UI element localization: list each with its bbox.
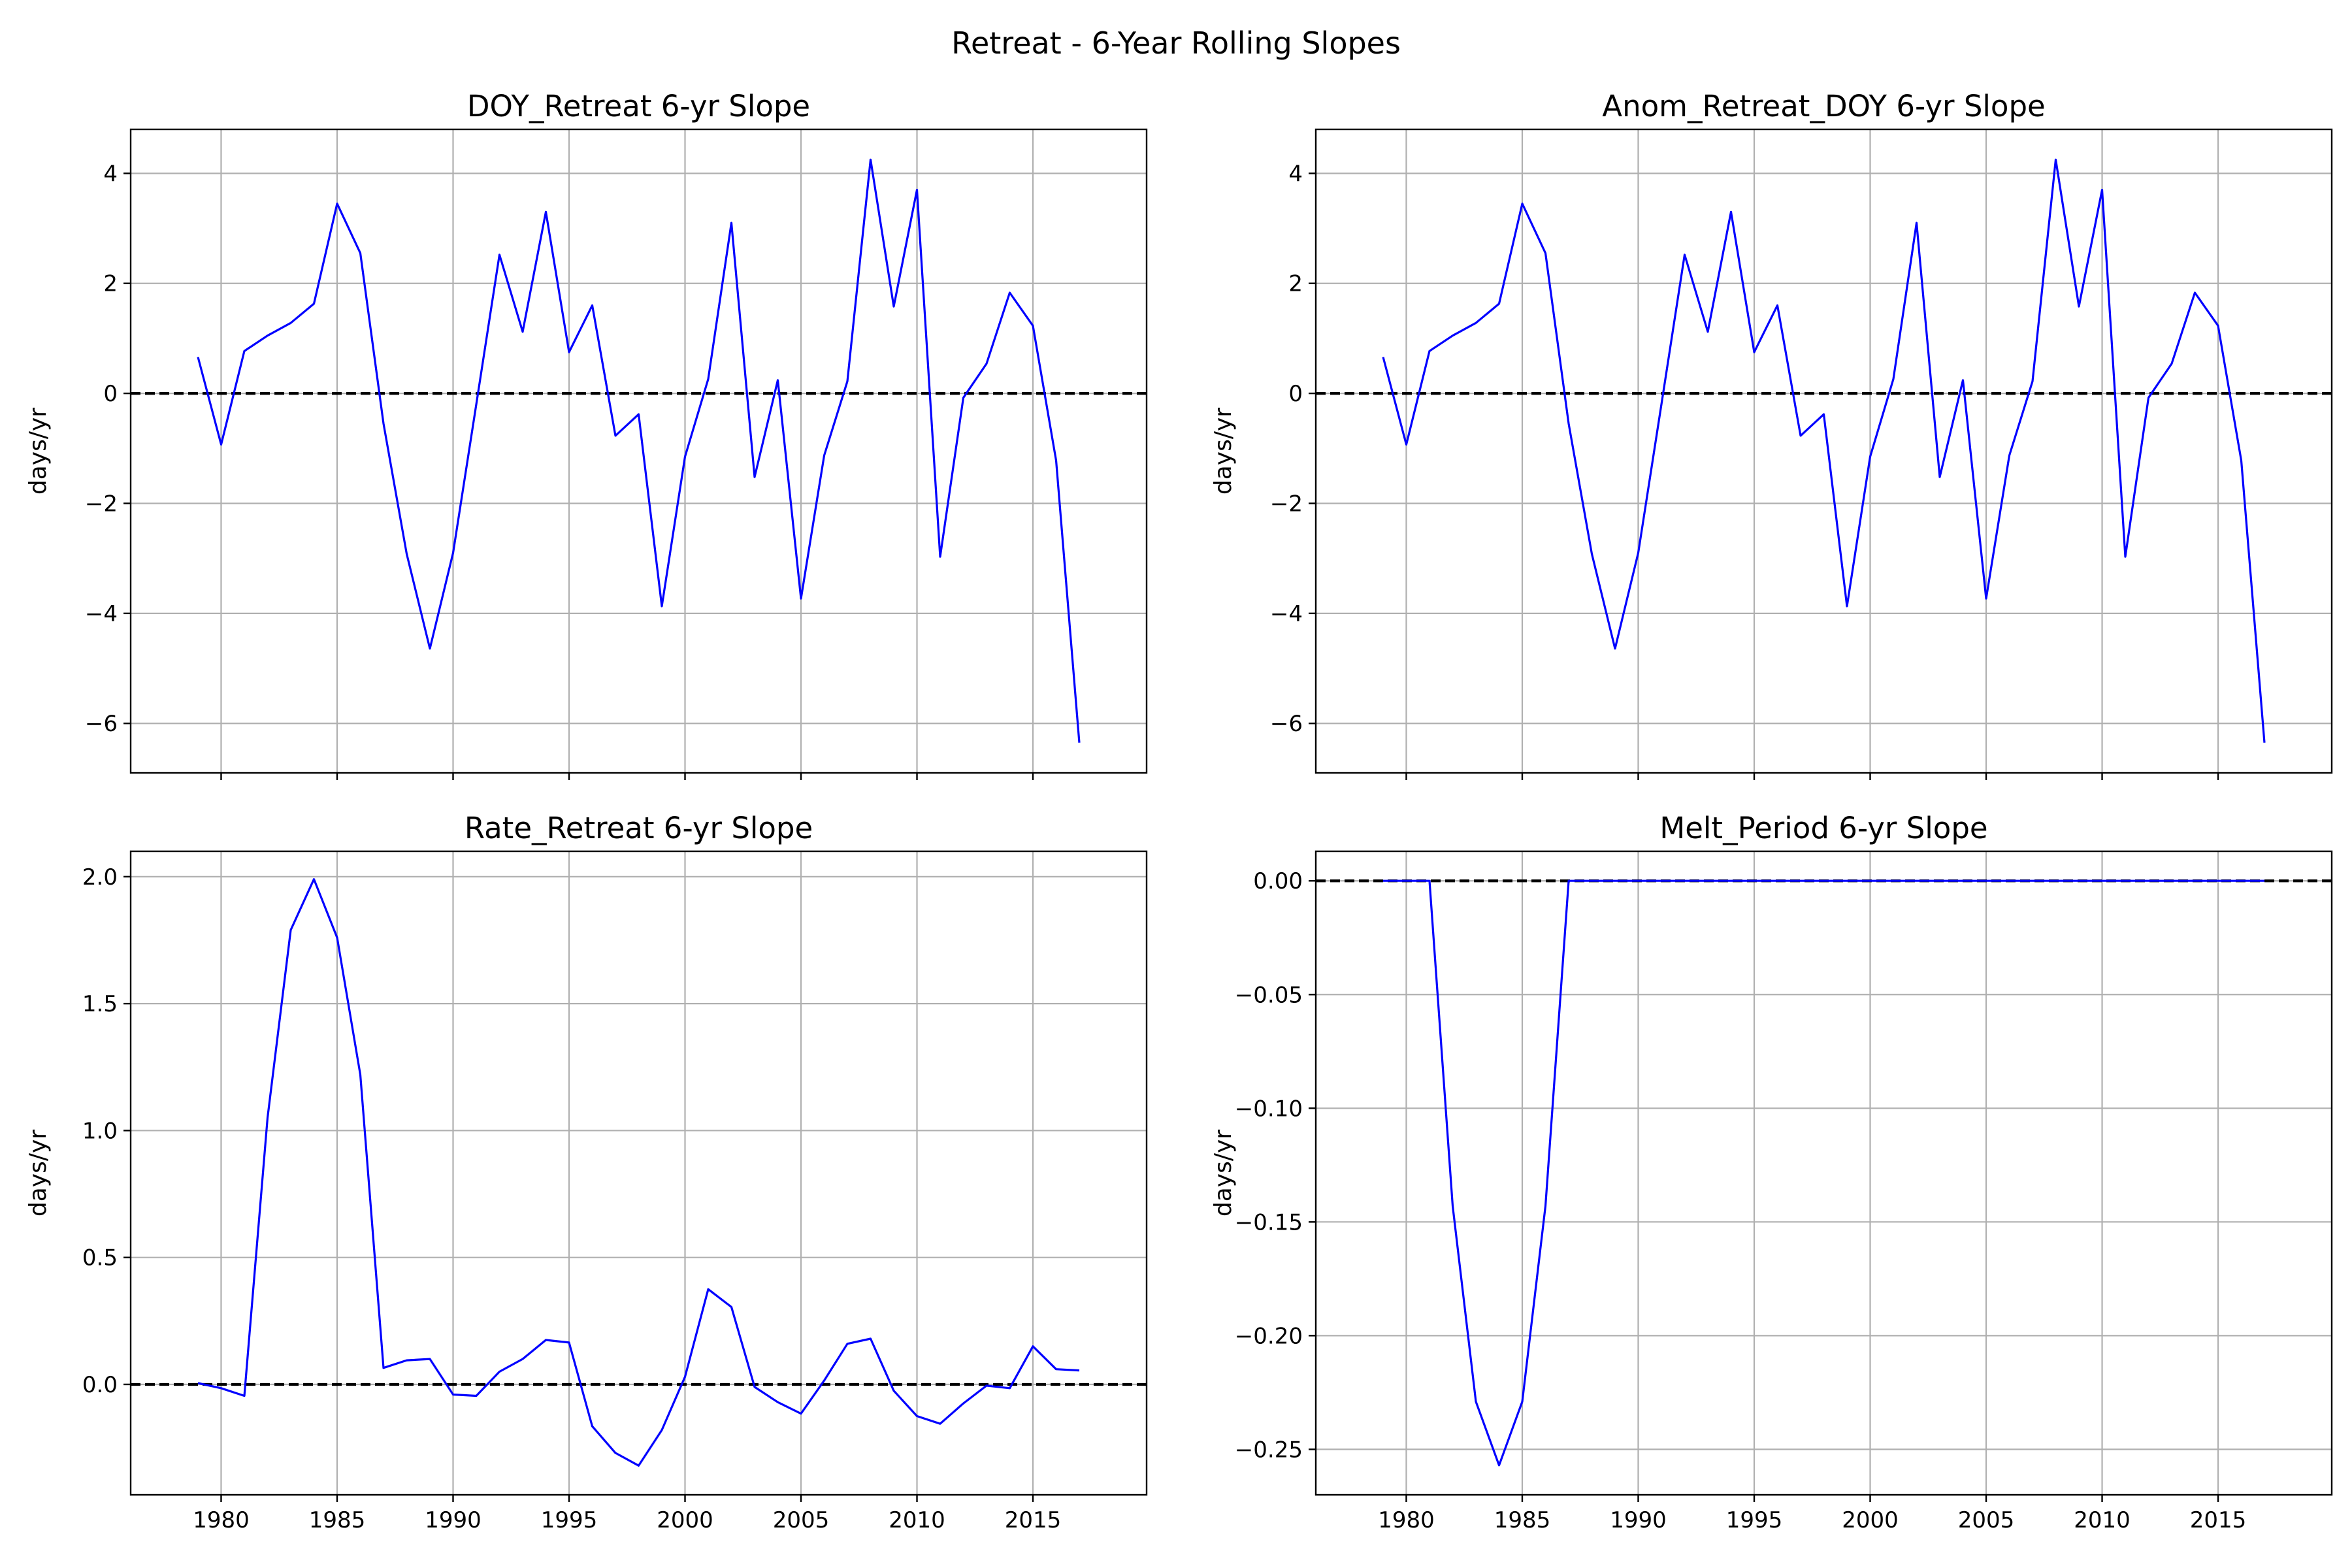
axes-frame xyxy=(1315,128,2333,774)
grid xyxy=(131,129,1147,773)
x-tick-label: 1990 xyxy=(1610,1507,1667,1533)
grid xyxy=(1316,129,2332,773)
subplot-title: Melt_Period 6-yr Slope xyxy=(1659,811,1987,845)
x-tick-label: 1980 xyxy=(193,1507,250,1533)
y-tick-label: 2 xyxy=(1288,271,1303,297)
grid xyxy=(131,851,1147,1495)
x-axis: 1980 1985 1990 1995 2000 2005 2010 2015 xyxy=(193,1495,1061,1533)
subplot-title: Anom_Retreat_DOY 6-yr Slope xyxy=(1602,89,2045,123)
y-tick-label: −4 xyxy=(85,601,118,627)
y-tick-label: −0.20 xyxy=(1235,1323,1303,1349)
y-tick-label: 0 xyxy=(1288,381,1303,407)
y-tick-label: −4 xyxy=(1270,601,1303,627)
y-tick-label: −6 xyxy=(85,711,118,737)
series-line xyxy=(1383,879,2264,1467)
series-line xyxy=(197,158,1081,743)
y-tick-label: −0.05 xyxy=(1235,982,1303,1008)
y-tick-label: −0.25 xyxy=(1235,1437,1303,1463)
y-tick-label: 0.5 xyxy=(82,1245,118,1271)
y-tick-label: 0.00 xyxy=(1253,868,1303,894)
y-axis-label: days/yr xyxy=(1210,1130,1237,1217)
subplot-title: Rate_Retreat 6-yr Slope xyxy=(465,811,813,845)
axes-frame xyxy=(1315,850,2333,1496)
data-points xyxy=(1382,881,2265,1465)
x-tick-label: 1980 xyxy=(1378,1507,1435,1533)
x-tick-label: 1995 xyxy=(541,1507,598,1533)
y-tick-label: −2 xyxy=(85,491,118,517)
x-tick-label: 1995 xyxy=(1726,1507,1783,1533)
x-axis xyxy=(220,773,1034,780)
y-axis: −6 −4 −2 0 2 4 xyxy=(1270,161,1316,737)
y-tick-label: 1.0 xyxy=(82,1118,118,1144)
y-tick-label: 0.0 xyxy=(82,1372,118,1398)
y-tick-label: −0.10 xyxy=(1235,1096,1303,1122)
y-tick-label: 4 xyxy=(1288,161,1303,187)
data-points xyxy=(197,879,1080,1466)
x-tick-label: 2000 xyxy=(657,1507,713,1533)
y-tick-label: 2 xyxy=(103,271,118,297)
subplot-title: DOY_Retreat 6-yr Slope xyxy=(467,89,810,123)
y-axis-label: days/yr xyxy=(25,1130,52,1217)
y-axis: 0.00 −0.05 −0.10 −0.15 −0.20 −0.25 xyxy=(1235,868,1316,1463)
axes-frame xyxy=(129,850,1148,1496)
x-tick-label: 1990 xyxy=(425,1507,482,1533)
subplot-1: −6 −4 −2 0 2 4 DOY_Retreat 6-yr Slope days/yr xyxy=(25,89,1148,780)
y-tick-label: −2 xyxy=(1270,491,1303,517)
x-axis: 1980 1985 1990 1995 2000 2005 2010 2015 xyxy=(1378,1495,2246,1533)
x-tick-label: 2010 xyxy=(889,1507,945,1533)
y-tick-label: 2.0 xyxy=(82,864,118,890)
y-tick-label: 4 xyxy=(103,161,118,187)
subplot-3: 1980 1985 1990 1995 2000 2005 2010 2015 0.0 0.5 1.… xyxy=(25,811,1148,1533)
figure-suptitle: Retreat - 6-Year Rolling Slopes xyxy=(951,25,1401,61)
data-points xyxy=(197,159,1080,743)
data-points xyxy=(1382,159,2265,743)
y-tick-label: −6 xyxy=(1270,711,1303,737)
y-axis-label: days/yr xyxy=(25,408,52,495)
y-axis: 0.0 0.5 1.0 1.5 2.0 xyxy=(82,864,131,1398)
x-tick-label: 2010 xyxy=(2074,1507,2131,1533)
y-tick-label: 1.5 xyxy=(82,991,118,1017)
x-tick-label: 2015 xyxy=(1005,1507,1062,1533)
series-line xyxy=(1382,158,2266,743)
y-tick-label: −0.15 xyxy=(1235,1209,1303,1235)
y-tick-label: 0 xyxy=(103,381,118,407)
series-line xyxy=(197,878,1080,1467)
axes-frame xyxy=(129,128,1148,774)
x-tick-label: 2005 xyxy=(773,1507,830,1533)
x-tick-label: 1985 xyxy=(309,1507,366,1533)
grid xyxy=(1316,851,2332,1495)
x-tick-label: 2005 xyxy=(1958,1507,2015,1533)
y-axis-label: days/yr xyxy=(1210,408,1237,495)
x-tick-label: 2015 xyxy=(2190,1507,2247,1533)
x-axis xyxy=(1405,773,2219,780)
subplot-2: −6 −4 −2 0 2 4 Anom_Retreat_DOY 6-yr Slope days… xyxy=(1210,89,2333,780)
x-tick-label: 1985 xyxy=(1494,1507,1551,1533)
y-axis: −6 −4 −2 0 2 4 xyxy=(85,161,131,737)
subplot-4: 1980 1985 1990 1995 2000 2005 2010 2015 0.00 −0.0… xyxy=(1210,811,2333,1533)
x-tick-label: 2000 xyxy=(1842,1507,1899,1533)
